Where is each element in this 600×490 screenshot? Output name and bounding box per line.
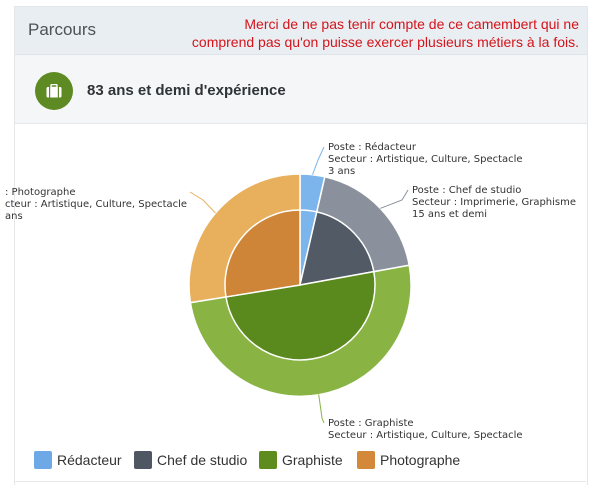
label-connector-chef-de-studio: [380, 189, 409, 209]
briefcase-icon: [46, 84, 62, 98]
data-label-graphiste-line: Secteur : Artistique, Culture, Spectacle: [328, 430, 523, 441]
data-label-photographe-line: ans: [5, 211, 23, 222]
inner-slice-graphiste: [225, 270, 376, 361]
panel-bottom-divider: [14, 481, 586, 482]
data-label-redacteur-line: 3 ans: [328, 166, 355, 177]
parcours-panel: Parcours Merci de ne pas tenir compte de…: [14, 6, 588, 485]
data-label-chef-de-studio-line: 15 ans et demi: [412, 209, 487, 220]
legend-swatch-photographe: [357, 451, 375, 469]
legend-swatch-graphiste: [259, 451, 277, 469]
data-label-photographe-line: cteur : Artistique, Culture, Spectacle: [5, 199, 187, 210]
panel-title: Parcours: [28, 20, 97, 39]
legend-swatch-redacteur: [34, 451, 52, 469]
data-label-chef-de-studio-line: Poste : Chef de studio: [412, 185, 521, 196]
legend-label-photographe: Photographe: [380, 452, 460, 468]
data-label-redacteur-line: Poste : Rédacteur: [328, 141, 417, 153]
legend-label-chef-de-studio: Chef de studio: [157, 452, 247, 468]
inner-slice-photographe: [224, 209, 301, 298]
experience-total: 83 ans et demi d'expérience: [87, 82, 286, 99]
label-connector-graphiste: [318, 394, 325, 424]
data-label-graphiste-line: Poste : Graphiste: [328, 418, 414, 429]
legend-label-graphiste: Graphiste: [282, 452, 343, 468]
inner-slice-chef-de-studio: [299, 211, 375, 286]
legend-label-redacteur: Rédacteur: [57, 452, 122, 468]
legend-swatch-chef-de-studio: [134, 451, 152, 469]
label-connector-redacteur: [312, 146, 325, 175]
label-connector-photographe: [189, 191, 216, 214]
data-label-redacteur-line: Secteur : Artistique, Culture, Spectacle: [328, 154, 523, 165]
experience-badge: [35, 72, 73, 110]
data-label-chef-de-studio-line: Secteur : Imprimerie, Graphisme: [412, 197, 576, 208]
notice-line: comprend pas qu'on puisse exercer plusie…: [191, 34, 579, 50]
notice-line: Merci de ne pas tenir compte de ce camem…: [244, 16, 579, 32]
data-label-photographe-line: : Photographe: [5, 187, 76, 198]
experience-row: 83 ans et demi d'expérience: [15, 55, 587, 124]
